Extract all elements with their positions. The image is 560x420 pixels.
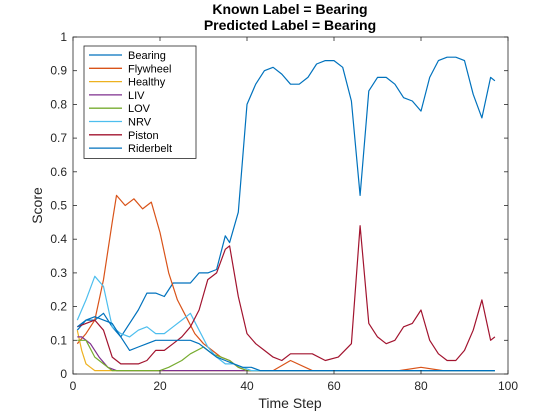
- legend-label-bearing: Bearing: [128, 50, 166, 62]
- y-tick-label: 0.7: [50, 131, 67, 145]
- y-tick-label: 0.3: [50, 266, 67, 280]
- series-line-piston: [77, 225, 496, 365]
- x-tick-label: 80: [414, 379, 428, 393]
- y-tick-label: 0.5: [50, 199, 67, 213]
- chart-title: Known Label = Bearing: [212, 1, 367, 17]
- legend-label-riderbelt: Riderbelt: [128, 143, 172, 155]
- legend-label-flywheel: Flywheel: [128, 63, 171, 75]
- series-line-bearing: [76, 56, 496, 338]
- legend-label-healthy: Healthy: [128, 77, 166, 89]
- legend-label-nrv: NRV: [128, 117, 152, 129]
- x-tick-label: 60: [327, 379, 341, 393]
- x-axis-label: Time Step: [258, 395, 321, 411]
- x-tick-label: 40: [240, 379, 254, 393]
- y-tick-label: 0.2: [50, 300, 67, 314]
- x-tick-label: 100: [498, 379, 518, 393]
- legend-box: [83, 45, 197, 159]
- legend-label-liv: LIV: [128, 90, 145, 102]
- axes: [72, 36, 509, 375]
- y-tick-label: 0.6: [50, 165, 67, 179]
- legend-label-lov: LOV: [128, 103, 151, 115]
- y-tick-label: 0.4: [50, 232, 67, 246]
- y-tick-label: 0.9: [50, 64, 67, 78]
- y-tick-label: 0.8: [50, 97, 67, 111]
- tick-labels: 0 20 40 60 80 100 0 0.1 0.2 0.3 0.4 0.5 0.6 0.7 0.8 0.9…: [50, 30, 518, 393]
- chart-subtitle: Predicted Label = Bearing: [204, 17, 376, 33]
- legend-label-piston: Piston: [128, 130, 159, 142]
- y-tick-label: 0.1: [50, 333, 67, 347]
- y-tick-label: 0: [60, 367, 67, 381]
- y-tick-label: 1: [60, 30, 67, 44]
- y-axis-label: Score: [29, 187, 45, 224]
- x-tick-label: 0: [70, 379, 77, 393]
- x-tick-label: 20: [153, 379, 167, 393]
